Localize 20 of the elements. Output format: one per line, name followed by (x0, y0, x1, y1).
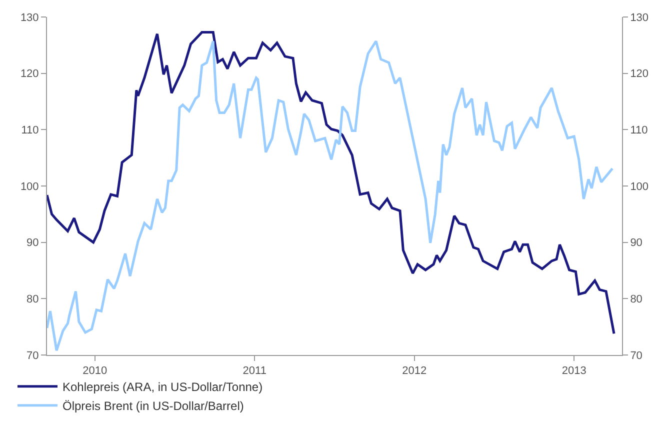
y2-tick-label: 130 (630, 12, 649, 24)
x-tick-label: 2010 (82, 365, 108, 378)
y-tick-label: 120 (20, 68, 39, 80)
y-tick-label: 110 (21, 124, 39, 137)
y-tick-label: 100 (20, 180, 39, 193)
y-tick-label: 70 (26, 350, 39, 362)
legend-label: Ölpreis Brent (in US-Dollar/Barrel) (62, 399, 244, 414)
y-tick-label: 80 (26, 294, 39, 306)
y-tick-label: 90 (26, 237, 39, 250)
y-tick-label: 130 (20, 12, 39, 24)
y2-tick-label: 110 (630, 124, 648, 137)
y2-tick-label: 70 (630, 350, 642, 362)
y2-tick-label: 100 (630, 180, 649, 193)
x-tick-label: 2011 (242, 365, 266, 378)
y2-tick-label: 80 (630, 294, 642, 306)
x-tick-label: 2012 (402, 365, 427, 378)
y2-tick-label: 90 (630, 237, 642, 250)
x-tick-label: 2013 (562, 365, 586, 378)
y2-tick-label: 120 (630, 68, 649, 80)
legend-label: Kohlepreis (ARA, in US-Dollar/Tonne) (62, 380, 263, 394)
